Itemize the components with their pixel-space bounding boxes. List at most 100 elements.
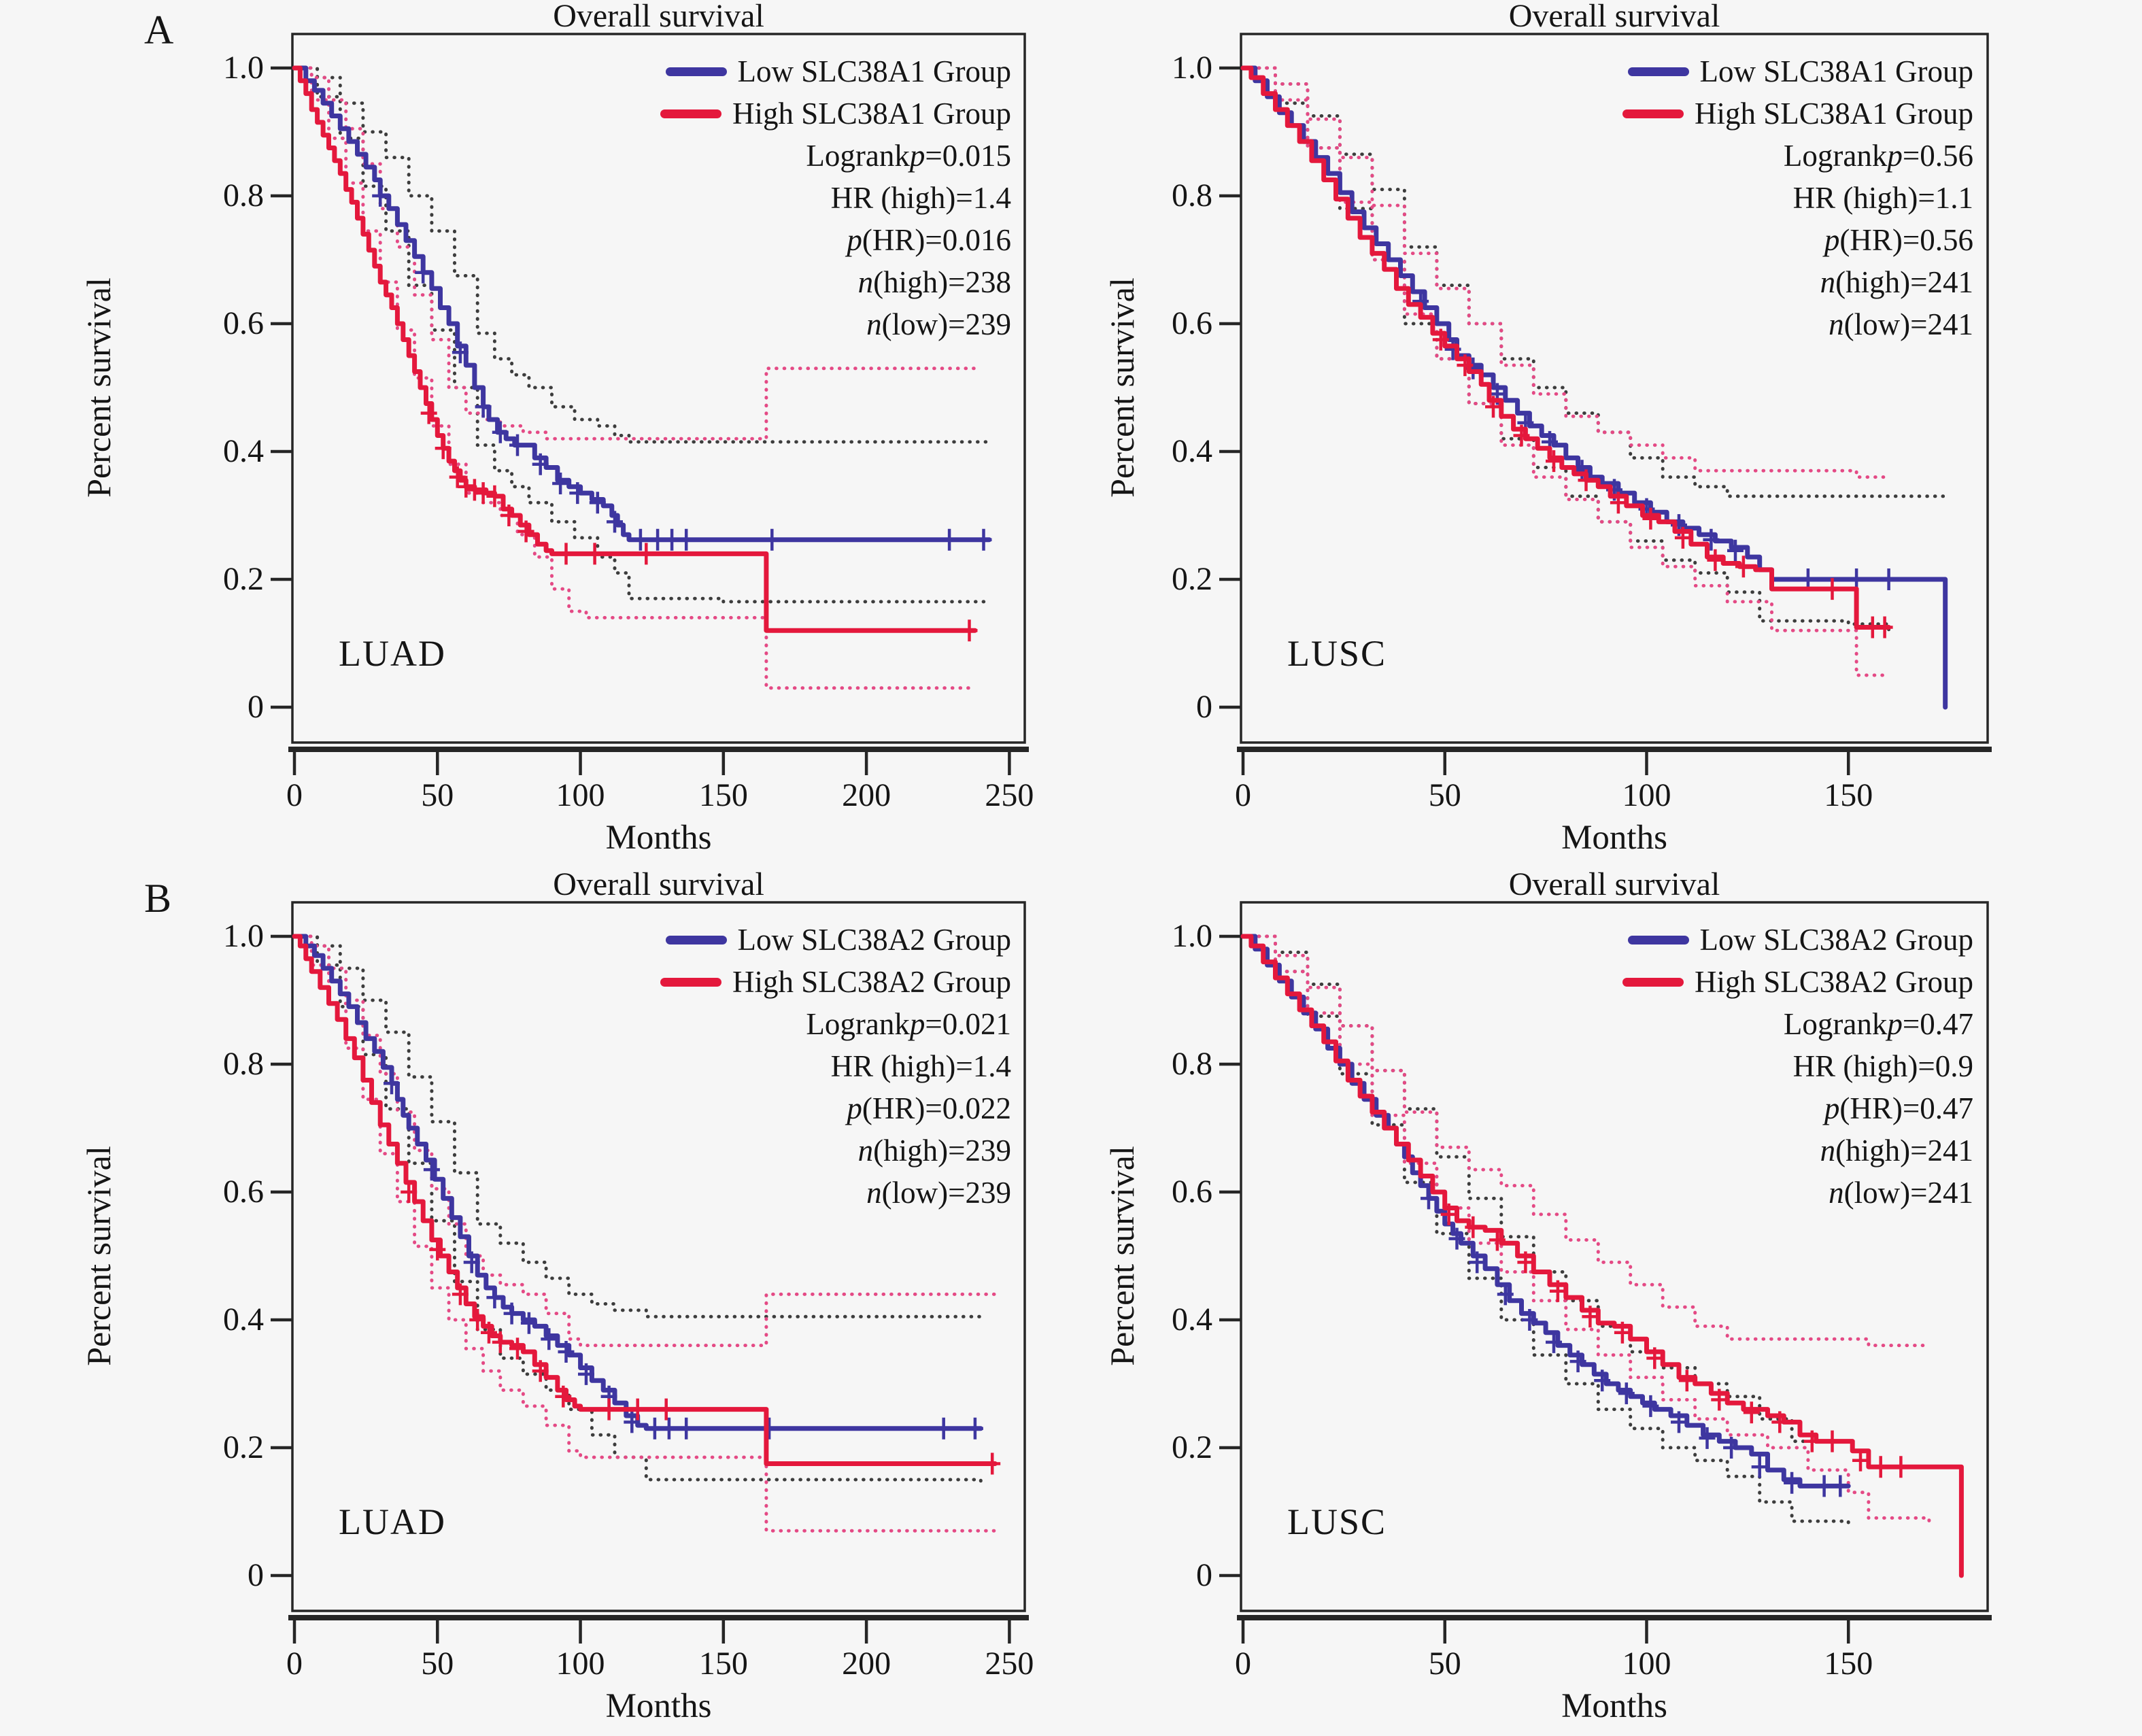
legend-stat-italic: p — [1887, 139, 1903, 173]
legend-stat-line: n (high)=239 — [858, 1129, 1011, 1172]
km-curve-high_ci_upper — [1241, 66, 1891, 479]
legend-group-label: Low SLC38A1 Group — [1699, 54, 1974, 88]
legend-stat-before: HR (high)=0.9 — [1792, 1049, 1973, 1083]
legend: Low SLC38A1 Group High SLC38A1 Group Logra… — [1622, 50, 1973, 345]
low-line-swatch — [665, 935, 727, 944]
km-curve-low_ci_lower — [292, 66, 991, 604]
km-curve-high — [1240, 65, 1892, 630]
y-tick-label: 0.6 — [1172, 305, 1212, 341]
y-tick-label: 0.4 — [223, 1301, 264, 1338]
legend-group-low: Low SLC38A1 Group — [665, 50, 1012, 92]
chart-title: Overall survival — [1508, 866, 1720, 902]
censor-marks-low — [1421, 1187, 1849, 1497]
legend-stat-line: HR (high)=1.4 — [831, 1045, 1011, 1087]
km-curve-high_ci_lower — [292, 934, 997, 1533]
km-curve-high_ci_lower — [292, 66, 977, 690]
legend-stat-after: =0.015 — [925, 139, 1011, 173]
legend-stat-italic: n — [857, 1134, 874, 1168]
legend-stat-after: (low)=239 — [881, 1176, 1011, 1210]
y-tick-label: 0.8 — [223, 177, 264, 214]
legend-stat-after: (high)=241 — [1835, 265, 1973, 299]
panel-lusc-slc38a1: Overall survival Percent survival Months… — [1071, 0, 2142, 868]
panel-letter-b: B — [144, 876, 172, 921]
legend-stat-after: (HR)=0.016 — [862, 223, 1011, 257]
legend-stat-italic: p — [1824, 1091, 1840, 1125]
legend-stat-italic: p — [909, 1007, 925, 1041]
legend-group-high: High SLC38A1 Group — [660, 92, 1011, 135]
legend-stat-before: Logrank — [806, 1007, 910, 1041]
legend-stat-italic: p — [1824, 223, 1840, 257]
cancer-type-label: LUSC — [1287, 633, 1387, 674]
legend-stat-italic: p — [1887, 1007, 1903, 1041]
legend-stat-after: (high)=238 — [873, 265, 1011, 299]
legend-stat-after: (HR)=0.022 — [862, 1091, 1011, 1125]
x-tick-label: 200 — [842, 777, 891, 813]
legend-stat-line: p (HR)=0.47 — [1824, 1087, 1973, 1129]
y-tick-label: 0.4 — [1172, 433, 1212, 469]
x-tick-label: 0 — [286, 1646, 303, 1682]
x-tick-label: 50 — [421, 777, 454, 813]
y-tick-label: 0.4 — [1172, 1301, 1212, 1338]
legend-stat-line: Logrank p =0.021 — [806, 1003, 1011, 1045]
panel-luad-slc38a2: B Overall survival Percent survival Mont… — [0, 866, 1071, 1736]
high-line-swatch — [1622, 977, 1684, 987]
x-tick-label: 150 — [698, 777, 748, 813]
x-tick-label: 150 — [698, 1646, 748, 1682]
legend-group-label: Low SLC38A2 Group — [737, 923, 1012, 957]
legend-stat-after: =0.47 — [1902, 1007, 1973, 1041]
x-tick-label: 0 — [286, 777, 303, 813]
cancer-type-label: LUSC — [1287, 1501, 1387, 1542]
km-curve-low_ci_upper — [292, 66, 991, 444]
y-tick-label: 0 — [1196, 1557, 1212, 1593]
km-curve-low_ci_lower — [1241, 934, 1850, 1527]
x-axis-label: Months — [1561, 819, 1667, 857]
legend-stat-before: HR (high)=1.1 — [1792, 181, 1973, 215]
km-curve-high_ci_upper — [292, 66, 977, 441]
legend-stat-line: n (low)=239 — [866, 303, 1011, 345]
x-tick-label: 150 — [1824, 1646, 1873, 1682]
x-axis-label: Months — [605, 1687, 712, 1725]
legend-stat-before: HR (high)=1.4 — [830, 181, 1011, 215]
x-tick-label: 0 — [1235, 1646, 1251, 1682]
panel-letter-a: A — [144, 7, 174, 52]
legend-stat-line: p (HR)=0.56 — [1824, 219, 1973, 261]
legend-group-label: High SLC38A1 Group — [732, 97, 1011, 131]
legend-group-low: Low SLC38A1 Group — [1627, 50, 1974, 92]
legend-group-label: Low SLC38A1 Group — [737, 54, 1012, 88]
y-tick-label: 0.2 — [223, 561, 264, 597]
y-tick-label: 0.8 — [1172, 1046, 1212, 1082]
legend-stat-line: n (high)=241 — [1820, 1129, 1973, 1172]
censor-marks-high — [401, 1181, 1001, 1475]
y-tick-label: 0.6 — [223, 305, 264, 341]
y-tick-label: 0.6 — [1172, 1174, 1212, 1210]
legend-stat-line: HR (high)=0.9 — [1793, 1045, 1973, 1087]
legend-group-high: High SLC38A2 Group — [660, 961, 1011, 1003]
legend-group-label: High SLC38A1 Group — [1694, 97, 1973, 131]
legend-group-label: High SLC38A2 Group — [732, 965, 1011, 999]
y-tick-label: 0.4 — [223, 433, 264, 469]
legend: Low SLC38A2 Group High SLC38A2 Group Logra… — [660, 919, 1011, 1214]
y-tick-label: 1.0 — [1172, 50, 1212, 86]
y-axis-label: Percent survival — [80, 277, 118, 498]
censor-marks-high — [420, 402, 978, 642]
x-tick-label: 200 — [842, 1646, 891, 1682]
legend-stat-after: (high)=241 — [1835, 1134, 1973, 1168]
legend-group-label: High SLC38A2 Group — [1694, 965, 1973, 999]
legend-stat-italic: n — [1820, 265, 1836, 299]
legend-stat-italic: n — [1820, 1134, 1836, 1168]
panel-lusc-slc38a2: Overall survival Percent survival Months… — [1071, 866, 2142, 1736]
x-tick-label: 50 — [1428, 1646, 1461, 1682]
legend-stat-line: Logrank p =0.56 — [1784, 135, 1973, 177]
km-curve-low_ci_upper — [292, 934, 983, 1318]
legend-stat-after: (low)=241 — [1843, 1176, 1973, 1210]
legend-stat-line: n (low)=239 — [866, 1172, 1011, 1214]
y-tick-label: 1.0 — [1172, 918, 1212, 954]
x-tick-label: 50 — [1428, 777, 1461, 813]
legend-stat-after: (high)=239 — [873, 1134, 1011, 1168]
plot-box — [1240, 901, 1989, 1612]
km-plot-svg — [271, 33, 1029, 775]
cancer-type-label: LUAD — [339, 633, 446, 674]
legend-stat-line: p (HR)=0.016 — [847, 219, 1011, 261]
legend-stat-italic: p — [847, 223, 862, 257]
plot-box — [291, 33, 1026, 744]
